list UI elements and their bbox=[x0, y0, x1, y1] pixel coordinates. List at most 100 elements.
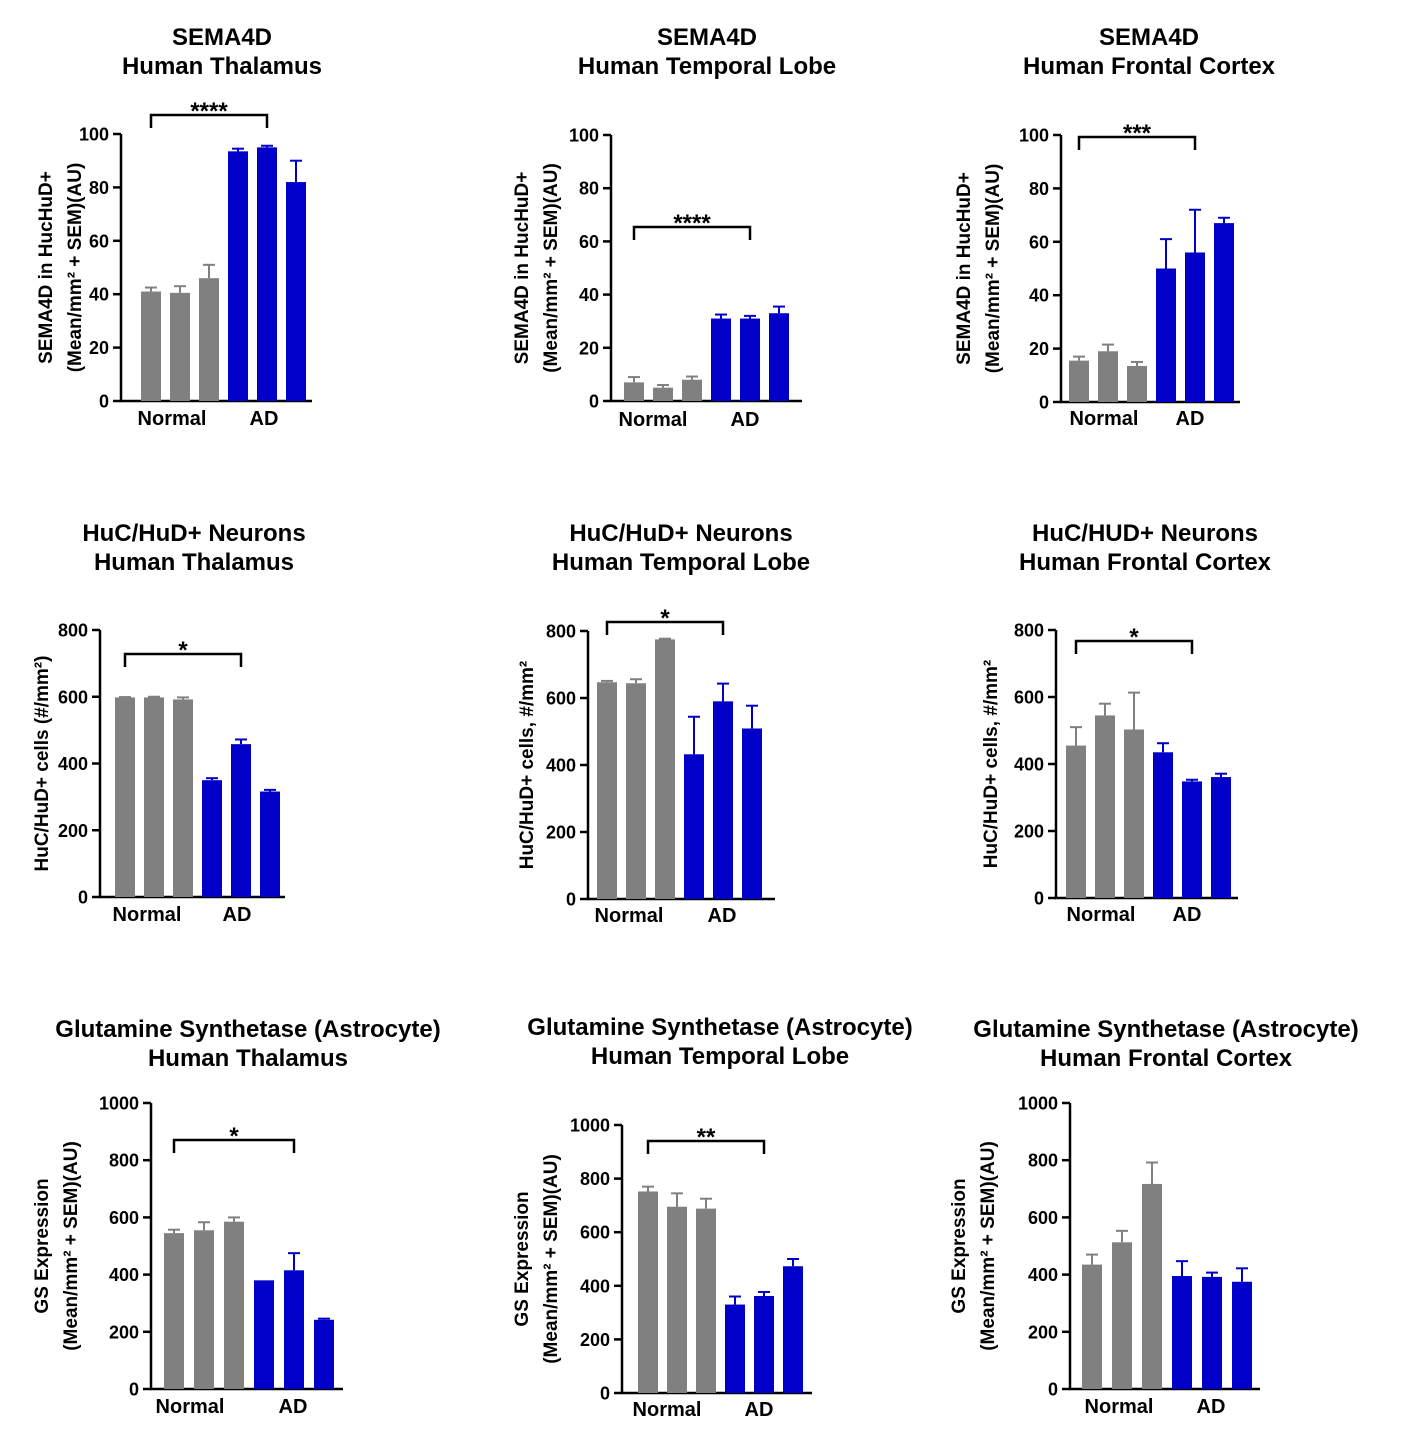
bar-normal-2 bbox=[194, 1230, 214, 1389]
x-group-label-ad: AD bbox=[1197, 1396, 1226, 1418]
y-axis-label: HuC/HuD+ cells (#/mm²) bbox=[32, 656, 53, 872]
y-axis-label: HuC/HuD+ cells, #/mm² bbox=[517, 661, 538, 870]
bar-ad-1 bbox=[254, 1280, 274, 1389]
y-tick-label: 200 bbox=[580, 1330, 610, 1350]
chart-title: SEMA4D bbox=[172, 24, 272, 51]
bar-ad-3 bbox=[314, 1319, 334, 1389]
x-group-label-ad: AD bbox=[279, 1396, 308, 1418]
chart-title: Glutamine Synthetase (Astrocyte) bbox=[527, 1014, 912, 1041]
bar-ad-2 bbox=[1182, 781, 1202, 898]
bar-normal-3 bbox=[655, 639, 675, 899]
y-tick-label: 0 bbox=[566, 890, 576, 910]
chart-subtitle: Human Frontal Cortex bbox=[1040, 1045, 1293, 1072]
chart-subtitle: Human Thalamus bbox=[148, 1045, 348, 1072]
y-tick-label: 0 bbox=[1039, 393, 1049, 413]
bar-ad-2 bbox=[754, 1295, 774, 1393]
bar-ad-2 bbox=[740, 318, 760, 401]
bar-normal-2 bbox=[626, 683, 646, 899]
chart-subtitle: Human Temporal Lobe bbox=[591, 1043, 849, 1070]
bar-ad-1 bbox=[1156, 268, 1176, 402]
y-axis-label: GS Expression bbox=[949, 1178, 970, 1313]
y-tick-label: 0 bbox=[1034, 889, 1044, 909]
y-tick-label: 600 bbox=[109, 1208, 139, 1228]
bar-ad-1 bbox=[228, 151, 248, 401]
y-axis-label: GS Expression bbox=[512, 1191, 533, 1326]
bar-ad-2 bbox=[1202, 1276, 1222, 1389]
y-axis-label: (Mean/mm² + SEM)(AU) bbox=[65, 163, 86, 373]
y-tick-label: 20 bbox=[1029, 339, 1049, 359]
y-tick-label: 1000 bbox=[99, 1094, 139, 1114]
significance-stars: * bbox=[178, 637, 188, 664]
bar-ad-1 bbox=[1172, 1276, 1192, 1389]
bar-normal-1 bbox=[638, 1191, 658, 1393]
y-tick-label: 400 bbox=[580, 1276, 610, 1296]
bar-normal-2 bbox=[1095, 715, 1115, 898]
x-group-label-normal: Normal bbox=[633, 1399, 702, 1421]
bar-ad-3 bbox=[742, 728, 762, 899]
y-tick-label: 800 bbox=[109, 1151, 139, 1171]
x-group-label-normal: Normal bbox=[113, 904, 182, 926]
y-tick-label: 1000 bbox=[1018, 1094, 1058, 1114]
x-group-label-normal: Normal bbox=[1085, 1396, 1154, 1418]
y-tick-label: 600 bbox=[580, 1223, 610, 1243]
bar-ad-1 bbox=[684, 754, 704, 899]
bar-normal-3 bbox=[696, 1208, 716, 1393]
bar-ad-2 bbox=[713, 701, 733, 899]
x-group-label-ad: AD bbox=[250, 408, 279, 430]
y-axis-label: (Mean/mm² + SEM)(AU) bbox=[978, 1141, 999, 1351]
x-group-label-ad: AD bbox=[223, 904, 252, 926]
bar-normal-1 bbox=[115, 697, 135, 897]
chart-subtitle: Human Frontal Cortex bbox=[1019, 549, 1272, 576]
bar-ad-1 bbox=[1153, 752, 1173, 898]
y-tick-label: 800 bbox=[546, 622, 576, 642]
y-tick-label: 400 bbox=[1014, 755, 1044, 775]
y-tick-label: 60 bbox=[1029, 232, 1049, 252]
significance-stars: ** bbox=[697, 1124, 716, 1151]
significance-bracket bbox=[172, 1138, 296, 1153]
y-tick-label: 0 bbox=[78, 888, 88, 908]
y-axis-label: SEMA4D in HucHuD+ bbox=[512, 172, 533, 365]
bar-normal-1 bbox=[1082, 1264, 1102, 1389]
y-tick-label: 0 bbox=[600, 1384, 610, 1404]
chart-title: HuC/HuD+ Neurons bbox=[569, 520, 792, 547]
y-axis-label: HuC/HuD+ cells, #/mm² bbox=[981, 660, 1002, 869]
y-axis-label: (Mean/mm² + SEM)(AU) bbox=[61, 1141, 82, 1351]
x-group-label-ad: AD bbox=[745, 1399, 774, 1421]
x-group-label-ad: AD bbox=[731, 409, 760, 431]
bar-normal-1 bbox=[597, 682, 617, 899]
significance-bracket bbox=[605, 620, 725, 635]
y-tick-label: 600 bbox=[1014, 688, 1044, 708]
y-axis-label: (Mean/mm² + SEM)(AU) bbox=[541, 1154, 562, 1364]
bar-ad-3 bbox=[769, 313, 789, 401]
y-tick-label: 200 bbox=[109, 1322, 139, 1342]
chart-subtitle: Human Temporal Lobe bbox=[552, 549, 810, 576]
y-axis-label: SEMA4D in HucHuD+ bbox=[36, 171, 57, 364]
y-axis-label: SEMA4D in HucHuD+ bbox=[954, 172, 975, 365]
chart-subtitle: Human Frontal Cortex bbox=[1023, 53, 1276, 80]
bar-normal-3 bbox=[1124, 729, 1144, 898]
bar-normal-2 bbox=[653, 387, 673, 401]
y-tick-label: 800 bbox=[1014, 621, 1044, 641]
y-tick-label: 80 bbox=[89, 178, 109, 198]
y-tick-label: 100 bbox=[569, 126, 599, 146]
significance-stars: * bbox=[229, 1123, 239, 1150]
y-tick-label: 400 bbox=[1028, 1265, 1058, 1285]
y-tick-label: 400 bbox=[109, 1265, 139, 1285]
x-group-label-normal: Normal bbox=[1070, 408, 1139, 430]
y-axis-label: (Mean/mm² + SEM)(AU) bbox=[541, 163, 562, 373]
y-axis-label: (Mean/mm² + SEM)(AU) bbox=[983, 164, 1004, 374]
x-group-label-normal: Normal bbox=[156, 1396, 225, 1418]
significance-stars: **** bbox=[190, 98, 228, 125]
y-tick-label: 600 bbox=[546, 689, 576, 709]
y-tick-label: 600 bbox=[1028, 1208, 1058, 1228]
significance-bracket bbox=[646, 1139, 766, 1154]
bar-ad-1 bbox=[711, 318, 731, 401]
bar-normal-1 bbox=[1069, 360, 1089, 402]
significance-stars: * bbox=[660, 605, 670, 632]
y-tick-label: 400 bbox=[546, 756, 576, 776]
